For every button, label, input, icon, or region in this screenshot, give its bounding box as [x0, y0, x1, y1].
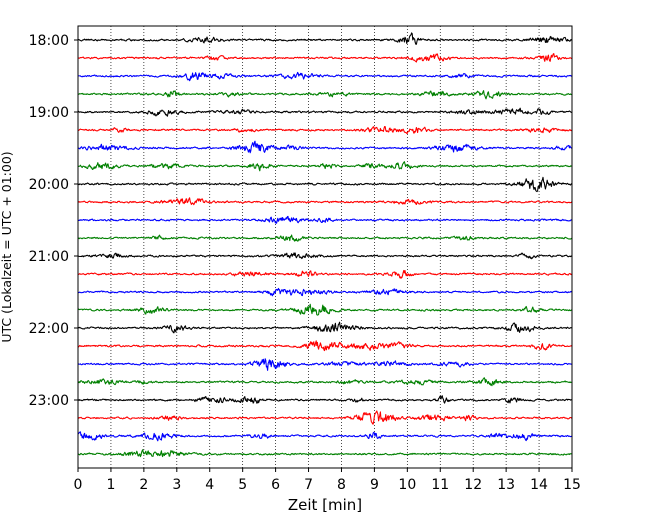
trace-5: [77, 126, 573, 135]
x-tick-label-10: 10: [398, 477, 416, 493]
trace-9: [77, 197, 573, 206]
trace-12: [77, 252, 573, 260]
y-tick-label-1: 19:00: [29, 105, 69, 121]
x-tick-label-12: 12: [464, 477, 482, 493]
trace-11: [77, 234, 573, 242]
x-tick-label-8: 8: [337, 477, 346, 493]
x-axis-ticks: 0 1 2 3 4 5 6 7 8 9 10 11 12 13 14 15: [74, 468, 581, 493]
trace-6: [77, 140, 573, 154]
x-tick-label-0: 0: [74, 477, 83, 493]
x-tick-label-9: 9: [370, 477, 379, 493]
trace-15: [77, 303, 573, 316]
trace-1: [77, 53, 573, 63]
trace-13: [77, 269, 573, 279]
y-tick-label-3: 21:00: [29, 249, 69, 265]
y-tick-label-2: 20:00: [29, 177, 69, 193]
trace-23: [77, 449, 572, 458]
y-tick-label-4: 22:00: [29, 321, 69, 337]
trace-14: [77, 287, 573, 297]
x-tick-label-5: 5: [238, 477, 247, 493]
y-tick-label-5: 23:00: [29, 393, 69, 409]
x-tick-label-6: 6: [271, 477, 280, 493]
trace-4: [77, 107, 572, 117]
trace-16: [77, 321, 573, 334]
trace-7: [77, 161, 572, 172]
x-tick-label-3: 3: [172, 477, 181, 493]
x-tick-label-7: 7: [304, 477, 313, 493]
x-axis-label: Zeit [min]: [288, 496, 362, 514]
trace-3: [77, 90, 572, 100]
x-tick-label-13: 13: [497, 477, 515, 493]
trace-19: [77, 377, 572, 387]
x-tick-label-11: 11: [431, 477, 449, 493]
trace-2: [77, 71, 573, 82]
trace-10: [77, 215, 573, 224]
plot-frame: [77, 25, 573, 469]
x-tick-label-14: 14: [530, 477, 548, 493]
trace-22: [77, 431, 573, 442]
x-tick-label-15: 15: [563, 477, 581, 493]
trace-20: [77, 395, 573, 404]
trace-8: [77, 176, 573, 193]
trace-17: [77, 340, 573, 352]
y-axis-ticks: 18:00 19:00 20:00 21:00 22:00 23:00: [29, 33, 78, 409]
x-tick-label-4: 4: [205, 477, 214, 493]
traces: [77, 32, 573, 458]
x-tick-label-2: 2: [139, 477, 148, 493]
trace-21: [77, 410, 573, 425]
trace-0: [77, 32, 573, 45]
trace-18: [77, 358, 573, 371]
x-tick-label-1: 1: [106, 477, 115, 493]
y-axis-label: UTC (Lokalzeit = UTC + 01:00): [0, 151, 14, 342]
y-tick-label-0: 18:00: [29, 33, 69, 49]
